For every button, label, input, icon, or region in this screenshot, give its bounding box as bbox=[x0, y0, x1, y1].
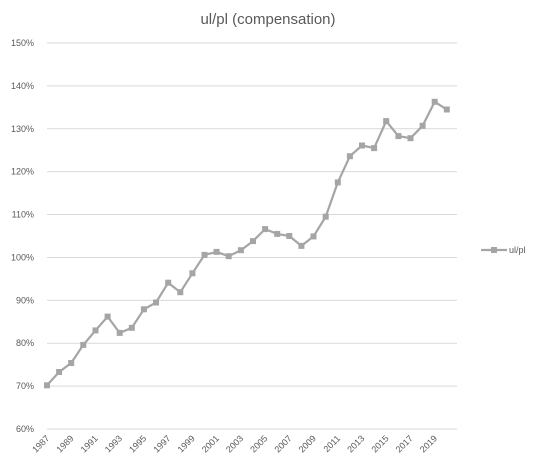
data-point bbox=[383, 118, 390, 125]
y-tick-label: 150% bbox=[11, 38, 34, 48]
data-point bbox=[334, 179, 341, 186]
data-point bbox=[443, 106, 450, 113]
x-tick-label: 1991 bbox=[79, 433, 100, 454]
data-point bbox=[237, 247, 244, 254]
data-point bbox=[310, 233, 317, 240]
data-point bbox=[56, 369, 63, 375]
x-tick-label: 2015 bbox=[369, 433, 390, 454]
y-axis-tick-labels: 60% 70% 80% 90% 100% 110% 120% 130% 140% 150% bbox=[11, 38, 34, 434]
legend: ul/pl bbox=[481, 245, 526, 255]
x-tick-label: 2011 bbox=[321, 433, 342, 454]
x-tick-label: 1999 bbox=[176, 433, 197, 454]
data-point bbox=[213, 248, 220, 255]
data-point bbox=[262, 226, 269, 233]
data-point bbox=[44, 382, 50, 389]
x-tick-label: 2017 bbox=[394, 433, 415, 454]
series-group bbox=[44, 98, 450, 389]
data-point bbox=[153, 299, 159, 306]
x-tick-label: 1993 bbox=[103, 433, 124, 454]
data-point bbox=[419, 122, 426, 129]
gridlines bbox=[47, 42, 457, 430]
x-tick-label: 2007 bbox=[272, 433, 293, 454]
data-point bbox=[274, 230, 281, 237]
x-tick-label: 2001 bbox=[200, 433, 221, 454]
x-tick-label: 1997 bbox=[151, 433, 172, 454]
x-tick-label: 2005 bbox=[248, 433, 269, 454]
y-tick-label: 90% bbox=[16, 295, 34, 305]
data-point bbox=[395, 133, 402, 140]
data-point bbox=[140, 306, 147, 313]
data-point bbox=[189, 270, 196, 277]
y-tick-label: 80% bbox=[16, 338, 34, 348]
data-point bbox=[250, 238, 256, 245]
data-point bbox=[68, 360, 75, 366]
data-point bbox=[371, 145, 378, 152]
y-tick-label: 100% bbox=[11, 252, 34, 262]
y-tick-label: 60% bbox=[16, 424, 34, 434]
data-point bbox=[177, 289, 184, 296]
x-tick-label: 1989 bbox=[54, 433, 75, 454]
data-point bbox=[225, 253, 232, 260]
data-point bbox=[128, 324, 135, 331]
legend-marker bbox=[491, 247, 497, 253]
legend-label: ul/pl bbox=[509, 245, 526, 255]
data-point bbox=[431, 98, 438, 105]
x-axis-tick-labels: 1987 1989 1991 1993 1995 1997 1999 2001 2003 2005… bbox=[30, 433, 439, 454]
series-line bbox=[46, 100, 448, 387]
y-tick-label: 70% bbox=[16, 381, 34, 391]
x-tick-label: 2013 bbox=[345, 433, 366, 454]
data-point bbox=[104, 313, 111, 320]
data-point bbox=[92, 327, 99, 334]
x-tick-label: 2003 bbox=[224, 433, 245, 454]
data-point bbox=[346, 153, 353, 160]
data-point bbox=[165, 279, 172, 286]
data-point bbox=[322, 213, 329, 220]
chart-title: ul/pl (compensation) bbox=[200, 11, 335, 28]
x-tick-label: 2019 bbox=[418, 433, 439, 454]
y-tick-label: 110% bbox=[12, 210, 34, 220]
data-point bbox=[407, 135, 414, 142]
data-point bbox=[298, 242, 305, 249]
y-tick-label: 140% bbox=[11, 81, 34, 91]
data-point bbox=[286, 233, 293, 239]
x-tick-label: 2009 bbox=[297, 433, 318, 454]
data-point bbox=[116, 329, 123, 336]
x-tick-label: 1995 bbox=[127, 433, 148, 454]
data-point bbox=[201, 251, 208, 258]
y-tick-label: 120% bbox=[11, 167, 34, 177]
data-point bbox=[359, 142, 365, 149]
y-tick-label: 130% bbox=[11, 124, 34, 134]
data-point bbox=[80, 341, 87, 348]
x-tick-label: 1987 bbox=[30, 433, 51, 454]
